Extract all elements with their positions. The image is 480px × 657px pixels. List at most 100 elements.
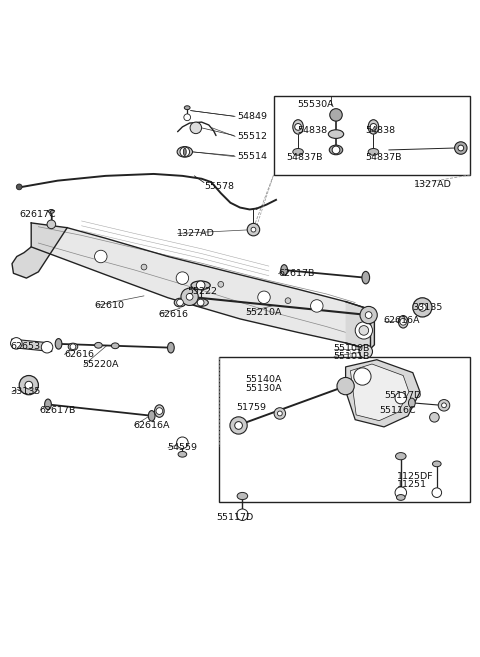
Text: 55117D: 55117D <box>216 513 253 522</box>
Text: 62616A: 62616A <box>383 316 420 325</box>
Circle shape <box>442 403 446 408</box>
Text: 62617C: 62617C <box>19 210 56 219</box>
Ellipse shape <box>174 298 186 307</box>
Text: 55116C: 55116C <box>379 405 416 415</box>
Polygon shape <box>346 302 374 350</box>
Ellipse shape <box>177 147 192 157</box>
Polygon shape <box>31 223 370 350</box>
Circle shape <box>430 413 439 422</box>
Text: 55210A: 55210A <box>246 307 282 317</box>
Ellipse shape <box>408 398 415 408</box>
Circle shape <box>186 294 193 300</box>
Circle shape <box>370 124 377 130</box>
Ellipse shape <box>396 495 405 501</box>
Text: 55578: 55578 <box>204 182 234 191</box>
Text: 54837B: 54837B <box>286 153 323 162</box>
Circle shape <box>359 326 369 335</box>
Bar <box>219 357 470 502</box>
Polygon shape <box>12 339 52 351</box>
Circle shape <box>251 227 256 232</box>
Circle shape <box>181 288 198 306</box>
Text: 62610: 62610 <box>94 301 124 310</box>
Text: 55530A: 55530A <box>298 101 334 109</box>
Circle shape <box>41 342 53 353</box>
Text: 1327AD: 1327AD <box>177 229 215 238</box>
Circle shape <box>190 122 202 133</box>
Circle shape <box>438 399 450 411</box>
Circle shape <box>177 437 188 449</box>
Ellipse shape <box>328 130 344 139</box>
Circle shape <box>196 281 205 290</box>
Circle shape <box>354 368 371 385</box>
Circle shape <box>258 291 270 304</box>
Circle shape <box>337 378 354 395</box>
Circle shape <box>16 184 22 190</box>
Circle shape <box>360 306 377 324</box>
Ellipse shape <box>183 148 186 156</box>
Ellipse shape <box>148 411 155 421</box>
Ellipse shape <box>184 106 190 110</box>
Circle shape <box>285 298 291 304</box>
Text: 55222: 55222 <box>187 286 217 296</box>
Circle shape <box>11 338 22 349</box>
Polygon shape <box>12 223 67 278</box>
Text: 54559: 54559 <box>167 443 197 452</box>
Text: 51759: 51759 <box>236 403 266 412</box>
Text: 62617B: 62617B <box>278 269 315 279</box>
Text: 1125DF: 1125DF <box>396 472 433 481</box>
Circle shape <box>25 381 33 389</box>
Circle shape <box>455 142 467 154</box>
Circle shape <box>177 299 183 306</box>
Text: 11251: 11251 <box>396 480 426 489</box>
Ellipse shape <box>45 399 51 409</box>
Ellipse shape <box>191 281 210 290</box>
Circle shape <box>156 408 163 415</box>
Text: 33135: 33135 <box>11 388 41 396</box>
Ellipse shape <box>432 461 441 466</box>
Ellipse shape <box>368 148 379 155</box>
Text: 55512: 55512 <box>238 132 268 141</box>
Text: 1327AD: 1327AD <box>414 180 452 189</box>
Text: 62653: 62653 <box>11 342 41 351</box>
Ellipse shape <box>398 315 408 328</box>
Text: 55101B: 55101B <box>333 352 370 361</box>
Ellipse shape <box>155 405 164 417</box>
Circle shape <box>395 392 407 404</box>
Circle shape <box>19 376 38 395</box>
Circle shape <box>141 264 147 270</box>
Ellipse shape <box>68 343 78 350</box>
Ellipse shape <box>237 492 248 499</box>
Circle shape <box>95 250 107 263</box>
Ellipse shape <box>178 451 187 457</box>
Text: 62616: 62616 <box>158 309 188 319</box>
Ellipse shape <box>368 120 379 134</box>
Text: 55514: 55514 <box>238 152 268 161</box>
Circle shape <box>247 223 260 236</box>
Ellipse shape <box>111 343 119 349</box>
Text: 54838: 54838 <box>366 126 396 135</box>
Circle shape <box>184 114 191 121</box>
Circle shape <box>180 147 190 156</box>
Text: 55100B: 55100B <box>333 344 370 353</box>
Circle shape <box>332 146 340 154</box>
Circle shape <box>176 272 189 284</box>
Polygon shape <box>346 359 420 427</box>
Ellipse shape <box>48 210 54 214</box>
Ellipse shape <box>281 265 288 275</box>
Ellipse shape <box>396 453 406 460</box>
Ellipse shape <box>193 299 208 306</box>
Circle shape <box>395 487 407 499</box>
Text: 55130A: 55130A <box>245 384 281 392</box>
Circle shape <box>295 124 301 130</box>
Polygon shape <box>350 364 409 420</box>
Text: 54849: 54849 <box>238 112 268 121</box>
Ellipse shape <box>168 342 174 353</box>
Circle shape <box>235 422 242 429</box>
Text: 62616: 62616 <box>65 350 95 359</box>
Bar <box>274 96 470 175</box>
Circle shape <box>197 299 204 306</box>
Circle shape <box>400 319 407 325</box>
Circle shape <box>359 345 372 358</box>
Text: 62616A: 62616A <box>133 421 170 430</box>
Text: 55220A: 55220A <box>83 361 119 369</box>
